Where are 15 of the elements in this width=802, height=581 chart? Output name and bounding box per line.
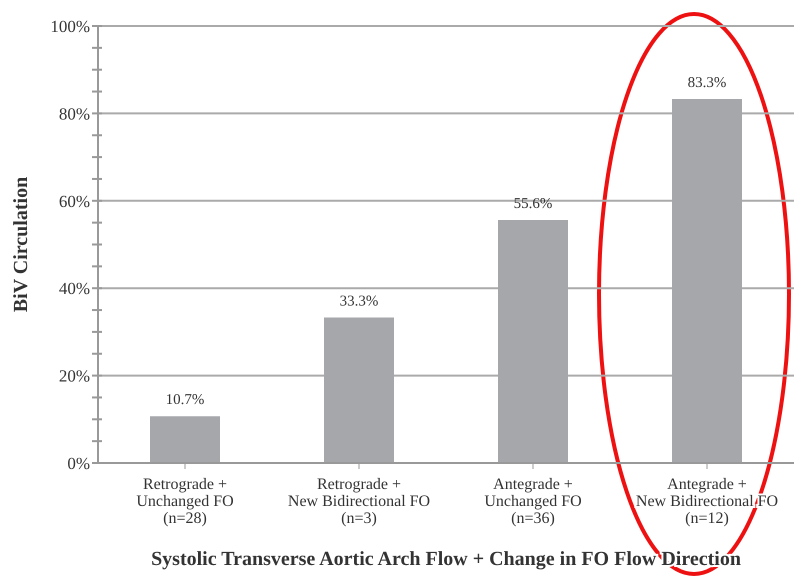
- data-label: 10.7%: [166, 392, 204, 408]
- y-tick-label: 20%: [58, 366, 90, 386]
- x-tick-label: Retrograde + Unchanged FO (n=28): [136, 476, 234, 527]
- y-tick-label: 40%: [58, 279, 90, 298]
- data-label: 55.6%: [514, 196, 552, 212]
- y-axis-title: BiV Circulation: [10, 176, 32, 312]
- bar: [150, 416, 220, 463]
- y-tick-label: 80%: [58, 104, 90, 124]
- y-tick-label: 0%: [67, 454, 90, 473]
- data-label: 33.3%: [340, 293, 378, 310]
- data-label: 83.3%: [688, 74, 726, 91]
- y-tick-label: 100%: [50, 17, 90, 36]
- x-tick-label: Retrograde + New Bidirectional FO (n=3): [288, 476, 430, 527]
- y-tick-label: 60%: [58, 192, 90, 211]
- x-tick-label: Antegrade + Unchanged FO (n=36): [484, 476, 582, 527]
